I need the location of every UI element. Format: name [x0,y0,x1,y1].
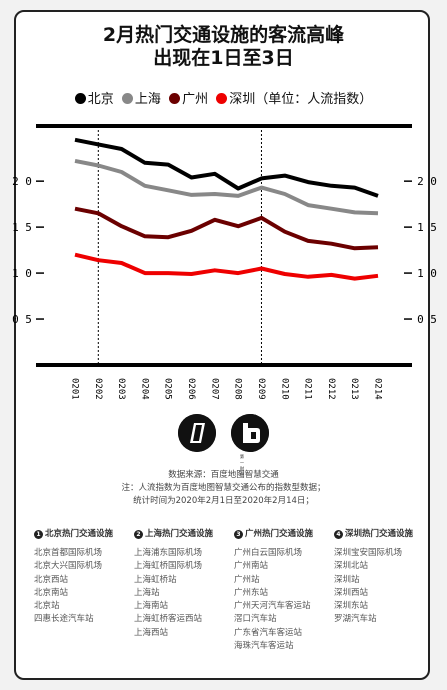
list-item: 上海浦东国际机场 [134,548,203,558]
column-shenzhen: 4 深圳热门交通设施 深圳宝安国际机场 深圳北站 深圳站 深圳西站 深圳东站 罗湖… [334,527,434,627]
index-note: 注：人流指数为百度地图智慧交通公布的指数型数据； [121,483,326,493]
legend-item-guangzhou: 广州 [169,92,208,107]
series-line-深圳 [74,252,379,281]
x-tick-label: 0205 [163,378,173,400]
x-tick-label: 0201 [70,378,80,400]
list-item: 上海站 [134,587,160,598]
column-head: 广州热门交通设施 [245,529,314,539]
list-item: 上海西站 [134,627,169,638]
y-tick-label-right: 1 0 [417,267,437,280]
x-tick-label: 0202 [93,378,103,400]
title-line-1: 2月热门交通设施的客流高峰 [102,24,345,46]
x-tick-label: 0210 [279,378,289,400]
list-item: 广州站 [234,574,260,585]
list-item: 北京站 [34,601,60,612]
column-guangzhou: 3 广州热门交通设施 广州白云国际机场 广州南站 广州站 广州东站 广州天河汽车客… [234,527,334,653]
list-item: 深圳西站 [334,587,369,598]
column-shanghai: 2 上海热门交通设施 上海浦东国际机场 上海虹桥国际机场 上海虹桥站 上海站 上海… [134,527,234,640]
list-item: 上海虹桥站 [134,574,177,585]
x-tick-label: 0212 [326,378,336,400]
title-line-2: 出现在1日至3日 [153,47,294,69]
legend-item-beijing: 北京 [74,92,114,107]
legend-item-shanghai: 上海 [121,92,161,107]
legend: 北京 上海 广州 深圳（单位：人流指数） [0,88,447,107]
list-item: 深圳北站 [334,561,369,572]
list-item: 广东省汽车客运站 [234,627,303,638]
source-note: 数据来源：百度地图智慧交通 [168,470,279,480]
x-tick-label: 0211 [303,378,313,400]
list-item: 上海虹桥国际机场 [134,561,203,572]
list-item: 广州南站 [234,561,269,572]
list-item: 北京首都国际机场 [34,548,103,558]
legend-unit: （单位：人流指数） [255,92,373,107]
list-item: 广州白云国际机场 [234,548,303,558]
infographic-card [14,10,430,680]
y-tick-label-left: 2 0 [12,175,32,188]
list-item: 上海南站 [134,601,169,612]
list-item: 深圳宝安国际机场 [334,548,403,558]
column-head: 深圳热门交通设施 [345,529,414,539]
y-tick-label-right: 0 5 [417,313,437,326]
y-tick-label-right: 1 5 [417,221,437,234]
y-tick-label-left: 0 5 [12,313,32,326]
list-item: 深圳东站 [334,601,369,612]
baidu-map-logo-icon [178,414,216,452]
x-tick-label: 0214 [373,378,383,400]
x-tick-label: 0207 [209,378,219,400]
x-tick-label: 0203 [116,378,126,400]
y-tick-label-left: 1 0 [12,267,32,280]
y-tick-label-right: 2 0 [417,175,437,188]
x-tick-label: 0209 [256,378,266,400]
list-item: 北京西站 [34,574,69,585]
list-item: 广州东站 [234,587,269,598]
x-tick-label: 0208 [233,378,243,400]
series-line-上海 [74,158,379,216]
list-item: 深圳站 [334,574,360,585]
list-item: 四惠长途汽车站 [34,614,94,625]
column-head: 北京热门交通设施 [45,529,114,539]
list-item: 海珠汽车客运站 [234,641,294,652]
x-tick-label: 0204 [139,378,149,400]
notes: 数据来源：百度地图智慧交通 注：人流指数为百度地图智慧交通公布的指数型数据； 统… [0,469,447,508]
yicai-logo-icon [231,414,269,452]
x-tick-label: 0213 [349,378,359,400]
yicai-caption: 第一财经 [240,454,244,477]
series-line-广州 [74,206,379,251]
list-item: 北京南站 [34,587,69,598]
chart-title: 2月热门交通设施的客流高峰 出现在1日至3日 [0,24,447,70]
list-item: 滘口汽车站 [234,614,277,625]
period-note: 统计时间为2020年2月1日至2020年2月14日； [133,496,314,506]
legend-item-shenzhen: 深圳（单位：人流指数） [216,92,372,107]
list-item: 北京大兴国际机场 [34,561,103,572]
list-item: 广州天河汽车客运站 [234,601,311,612]
list-item: 罗湖汽车站 [334,614,377,625]
column-head: 上海热门交通设施 [145,529,214,539]
list-item: 上海虹桥客运西站 [134,614,203,625]
x-tick-label: 0206 [186,378,196,400]
series-line-北京 [74,137,379,198]
column-beijing: 1 北京热门交通设施 北京首都国际机场 北京大兴国际机场 北京西站 北京南站 北京… [34,527,134,627]
y-tick-label-left: 1 5 [12,221,32,234]
